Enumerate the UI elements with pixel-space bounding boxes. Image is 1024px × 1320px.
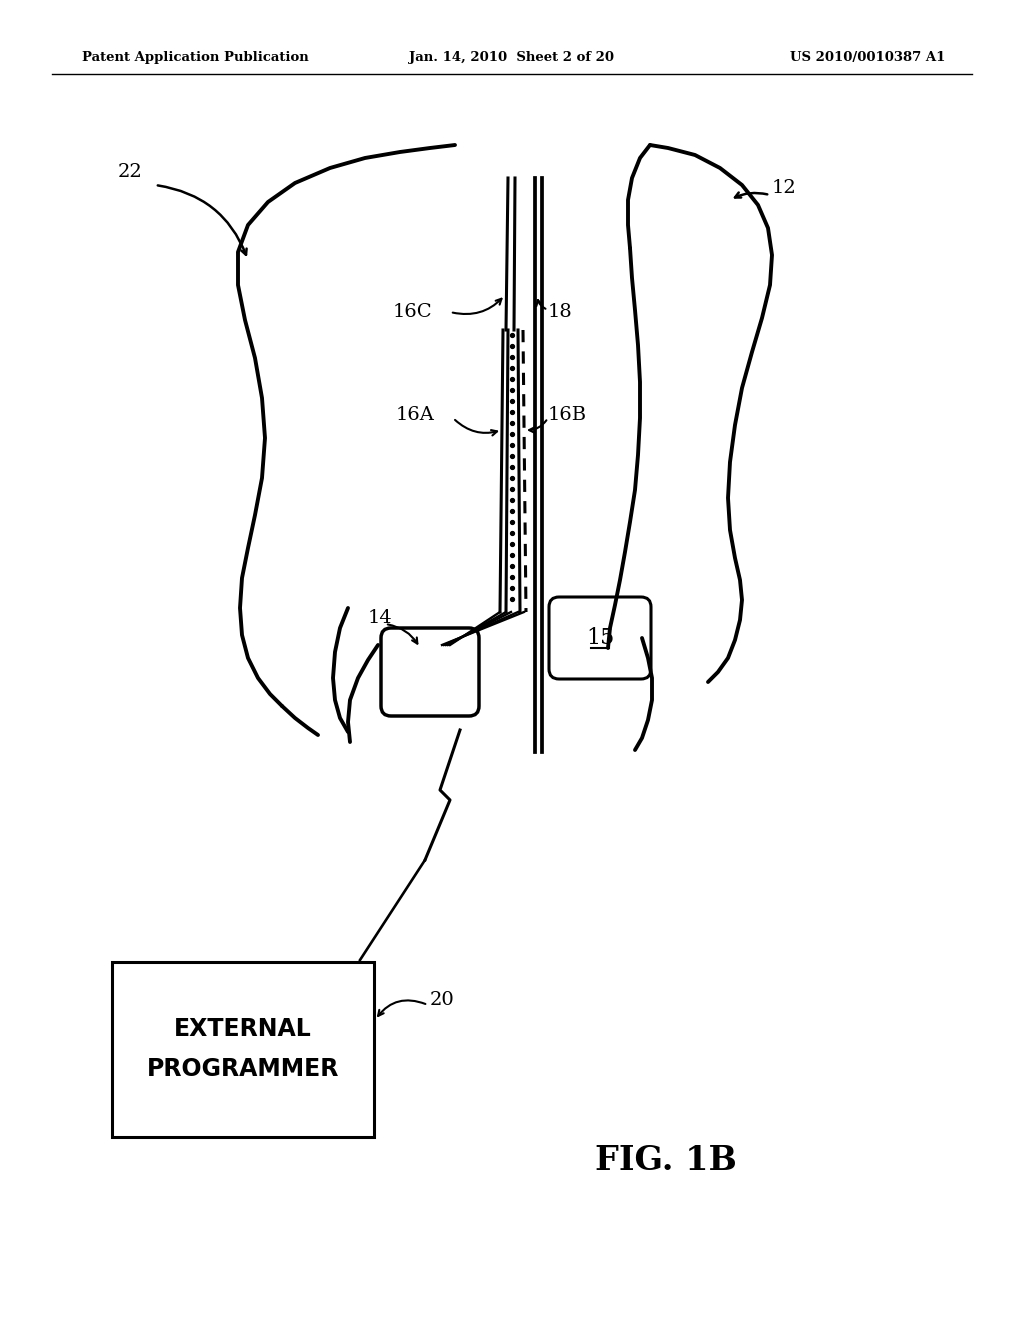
FancyBboxPatch shape	[381, 628, 479, 715]
Text: FIG. 1B: FIG. 1B	[595, 1143, 737, 1176]
FancyBboxPatch shape	[549, 597, 651, 678]
Text: EXTERNAL: EXTERNAL	[174, 1018, 312, 1041]
Text: 22: 22	[118, 162, 142, 181]
Text: 14: 14	[368, 609, 393, 627]
Text: Jan. 14, 2010  Sheet 2 of 20: Jan. 14, 2010 Sheet 2 of 20	[410, 51, 614, 65]
Text: PROGRAMMER: PROGRAMMER	[146, 1057, 339, 1081]
Bar	[112, 962, 374, 1137]
Text: 16A: 16A	[396, 407, 435, 424]
Text: Patent Application Publication: Patent Application Publication	[82, 51, 309, 65]
Text: 16B: 16B	[548, 407, 587, 424]
Text: 16C: 16C	[392, 304, 432, 321]
Text: 15: 15	[586, 627, 614, 649]
Text: 18: 18	[548, 304, 572, 321]
Text: US 2010/0010387 A1: US 2010/0010387 A1	[790, 51, 945, 65]
Text: 20: 20	[430, 991, 455, 1008]
Text: 12: 12	[772, 180, 797, 197]
